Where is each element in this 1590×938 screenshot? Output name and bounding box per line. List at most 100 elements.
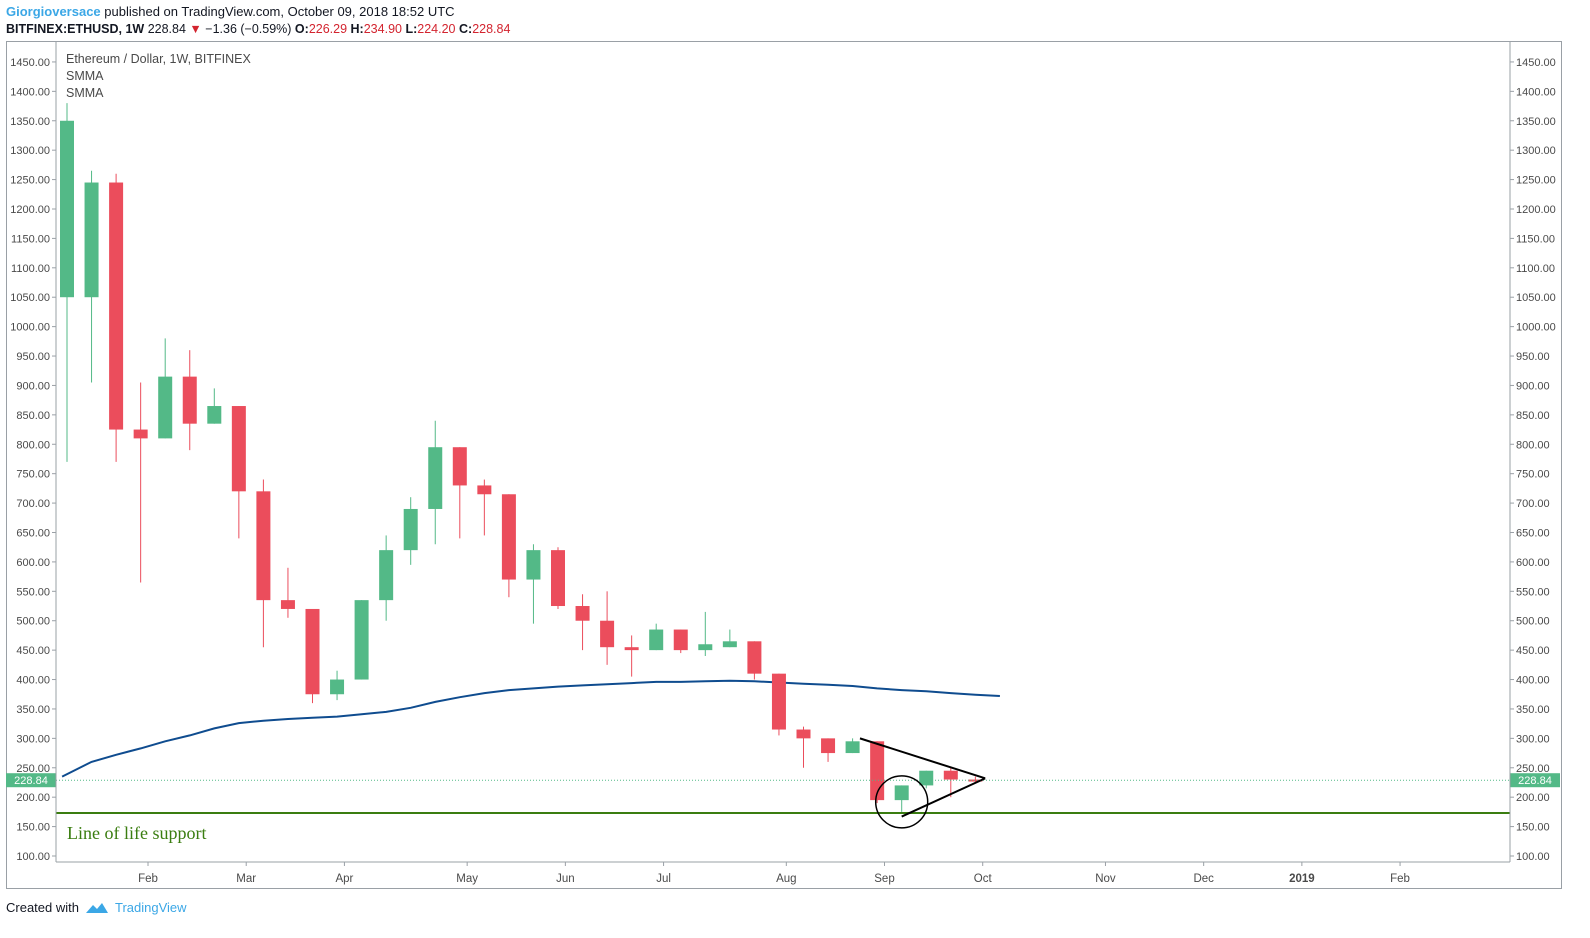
y-tick-label-left: 400.00 <box>16 675 50 687</box>
candle-up <box>207 406 222 424</box>
candle-down <box>600 620 615 648</box>
down-arrow-icon: ▼ <box>189 22 202 36</box>
candle-down <box>256 491 271 601</box>
y-tick-label-right: 700.00 <box>1516 498 1550 510</box>
created-with-text: Created with <box>6 900 79 915</box>
price-change: −1.36 (−0.59%) <box>205 22 292 36</box>
y-tick-label-right: 1200.00 <box>1516 204 1556 216</box>
candle-up <box>722 641 737 648</box>
candle-down <box>109 182 124 430</box>
close-label: C: <box>458 22 473 36</box>
y-tick-label-left: 500.00 <box>16 616 50 628</box>
tradingview-logo-icon <box>85 902 108 913</box>
y-tick-label-left: 250.00 <box>16 763 50 775</box>
candle-down <box>943 770 958 780</box>
y-tick-label-right: 900.00 <box>1516 380 1550 392</box>
highlight-circle <box>874 775 929 829</box>
y-tick-label-left: 150.00 <box>16 822 50 834</box>
candle-up <box>330 679 345 695</box>
y-tick-label-right: 1350.00 <box>1516 116 1556 128</box>
candle-down <box>624 647 639 651</box>
candle-down <box>796 729 811 739</box>
y-tick-label-left: 1300.00 <box>10 145 50 157</box>
y-tick-label-left: 200.00 <box>16 792 50 804</box>
y-tick-label-left: 600.00 <box>16 557 50 569</box>
x-tick-label: 2019 <box>1289 873 1315 885</box>
y-tick-label-left: 950.00 <box>16 351 50 363</box>
low-value: 224.20 <box>417 22 456 36</box>
y-tick-label-left: 450.00 <box>16 645 50 657</box>
y-tick-label-left: 1400.00 <box>10 86 50 98</box>
y-tick-label-right: 950.00 <box>1516 351 1550 363</box>
y-tick-label-right: 1150.00 <box>1516 233 1555 245</box>
y-tick-label-right: 1100.00 <box>1516 263 1555 275</box>
candle-down <box>551 550 565 607</box>
publish-text: published on TradingView.com, October 09… <box>104 4 455 19</box>
author-link[interactable]: Giorgioversace <box>6 4 101 19</box>
y-tick-label-left: 550.00 <box>16 586 50 598</box>
candle-down <box>575 606 590 621</box>
y-tick-label-left: 1350.00 <box>10 116 50 128</box>
y-tick-label-left: 1150.00 <box>11 233 50 245</box>
candle-down <box>477 485 492 495</box>
candle-up <box>379 550 394 601</box>
triangle-pattern-line <box>859 737 986 780</box>
ohlc-bar: BITFINEX:ETHUSD, 1W 228.84 ▼ −1.36 (−0.5… <box>6 22 510 36</box>
y-tick-label-right: 650.00 <box>1516 527 1550 539</box>
y-tick-label-right: 100.00 <box>1516 851 1550 863</box>
y-tick-label-right: 1400.00 <box>1516 86 1556 98</box>
triangle-pattern-line <box>901 777 986 818</box>
y-tick-label-right: 1050.00 <box>1516 292 1556 304</box>
y-tick-label-left: 700.00 <box>16 498 50 510</box>
candle-down <box>305 608 320 695</box>
candle-up <box>60 120 74 298</box>
candle-up <box>428 447 443 509</box>
x-tick-label: Aug <box>776 873 796 885</box>
candle-up <box>158 376 173 439</box>
y-tick-label-right: 800.00 <box>1516 439 1550 451</box>
price-tag-box <box>1510 773 1560 788</box>
publish-info: Giorgioversace published on TradingView.… <box>6 4 455 19</box>
price-tag-text: 228.84 <box>1518 775 1552 787</box>
candle-down <box>231 406 246 492</box>
open-value: 226.29 <box>308 22 348 36</box>
candle-down <box>771 673 786 730</box>
y-tick-label-left: 300.00 <box>16 733 50 745</box>
candle-down <box>182 376 197 424</box>
y-tick-label-left: 800.00 <box>16 439 50 451</box>
open-label: O: <box>294 22 309 36</box>
candle-down <box>133 429 148 439</box>
y-tick-label-left: 650.00 <box>16 527 50 539</box>
tradingview-link[interactable]: TradingView <box>114 900 187 915</box>
x-tick-label: Jul <box>656 873 671 885</box>
y-tick-label-left: 1450.00 <box>10 57 50 69</box>
last-price: 228.84 <box>147 22 186 36</box>
y-tick-label-right: 1300.00 <box>1516 145 1556 157</box>
candle-down <box>821 738 836 754</box>
y-tick-label-right: 350.00 <box>1516 704 1550 716</box>
x-tick-label: Nov <box>1095 873 1116 885</box>
x-tick-label: Jun <box>556 873 575 885</box>
y-tick-label-right: 500.00 <box>1516 616 1550 628</box>
symbol-label: BITFINEX:ETHUSD, 1W <box>6 22 145 36</box>
candle-up <box>649 629 664 651</box>
price-chart[interactable]: 228.84 228.84 1450.00 1400.00 1350.00 1300.0… <box>6 41 1562 889</box>
price-tag-left: 228.84 <box>6 773 56 788</box>
y-tick-label-right: 1000.00 <box>1516 322 1556 334</box>
y-tick-label-left: 350.00 <box>16 704 50 716</box>
x-tick-label: Oct <box>974 873 993 885</box>
x-tick-label: Feb <box>1390 873 1410 885</box>
y-tick-label-left: 1050.00 <box>10 292 50 304</box>
y-tick-label-right: 300.00 <box>1516 733 1550 745</box>
y-tick-label-left: 1100.00 <box>11 263 50 275</box>
candle-up <box>403 508 418 551</box>
y-tick-label-right: 450.00 <box>1516 645 1550 657</box>
smma-line <box>61 679 1000 778</box>
candle-up <box>698 644 713 651</box>
high-value: 234.90 <box>363 22 402 36</box>
candle-down <box>673 629 688 651</box>
x-tick-label: Apr <box>335 873 353 885</box>
x-tick-label: Mar <box>236 873 256 885</box>
y-tick-label-right: 600.00 <box>1516 557 1550 569</box>
candle-up <box>845 741 860 754</box>
